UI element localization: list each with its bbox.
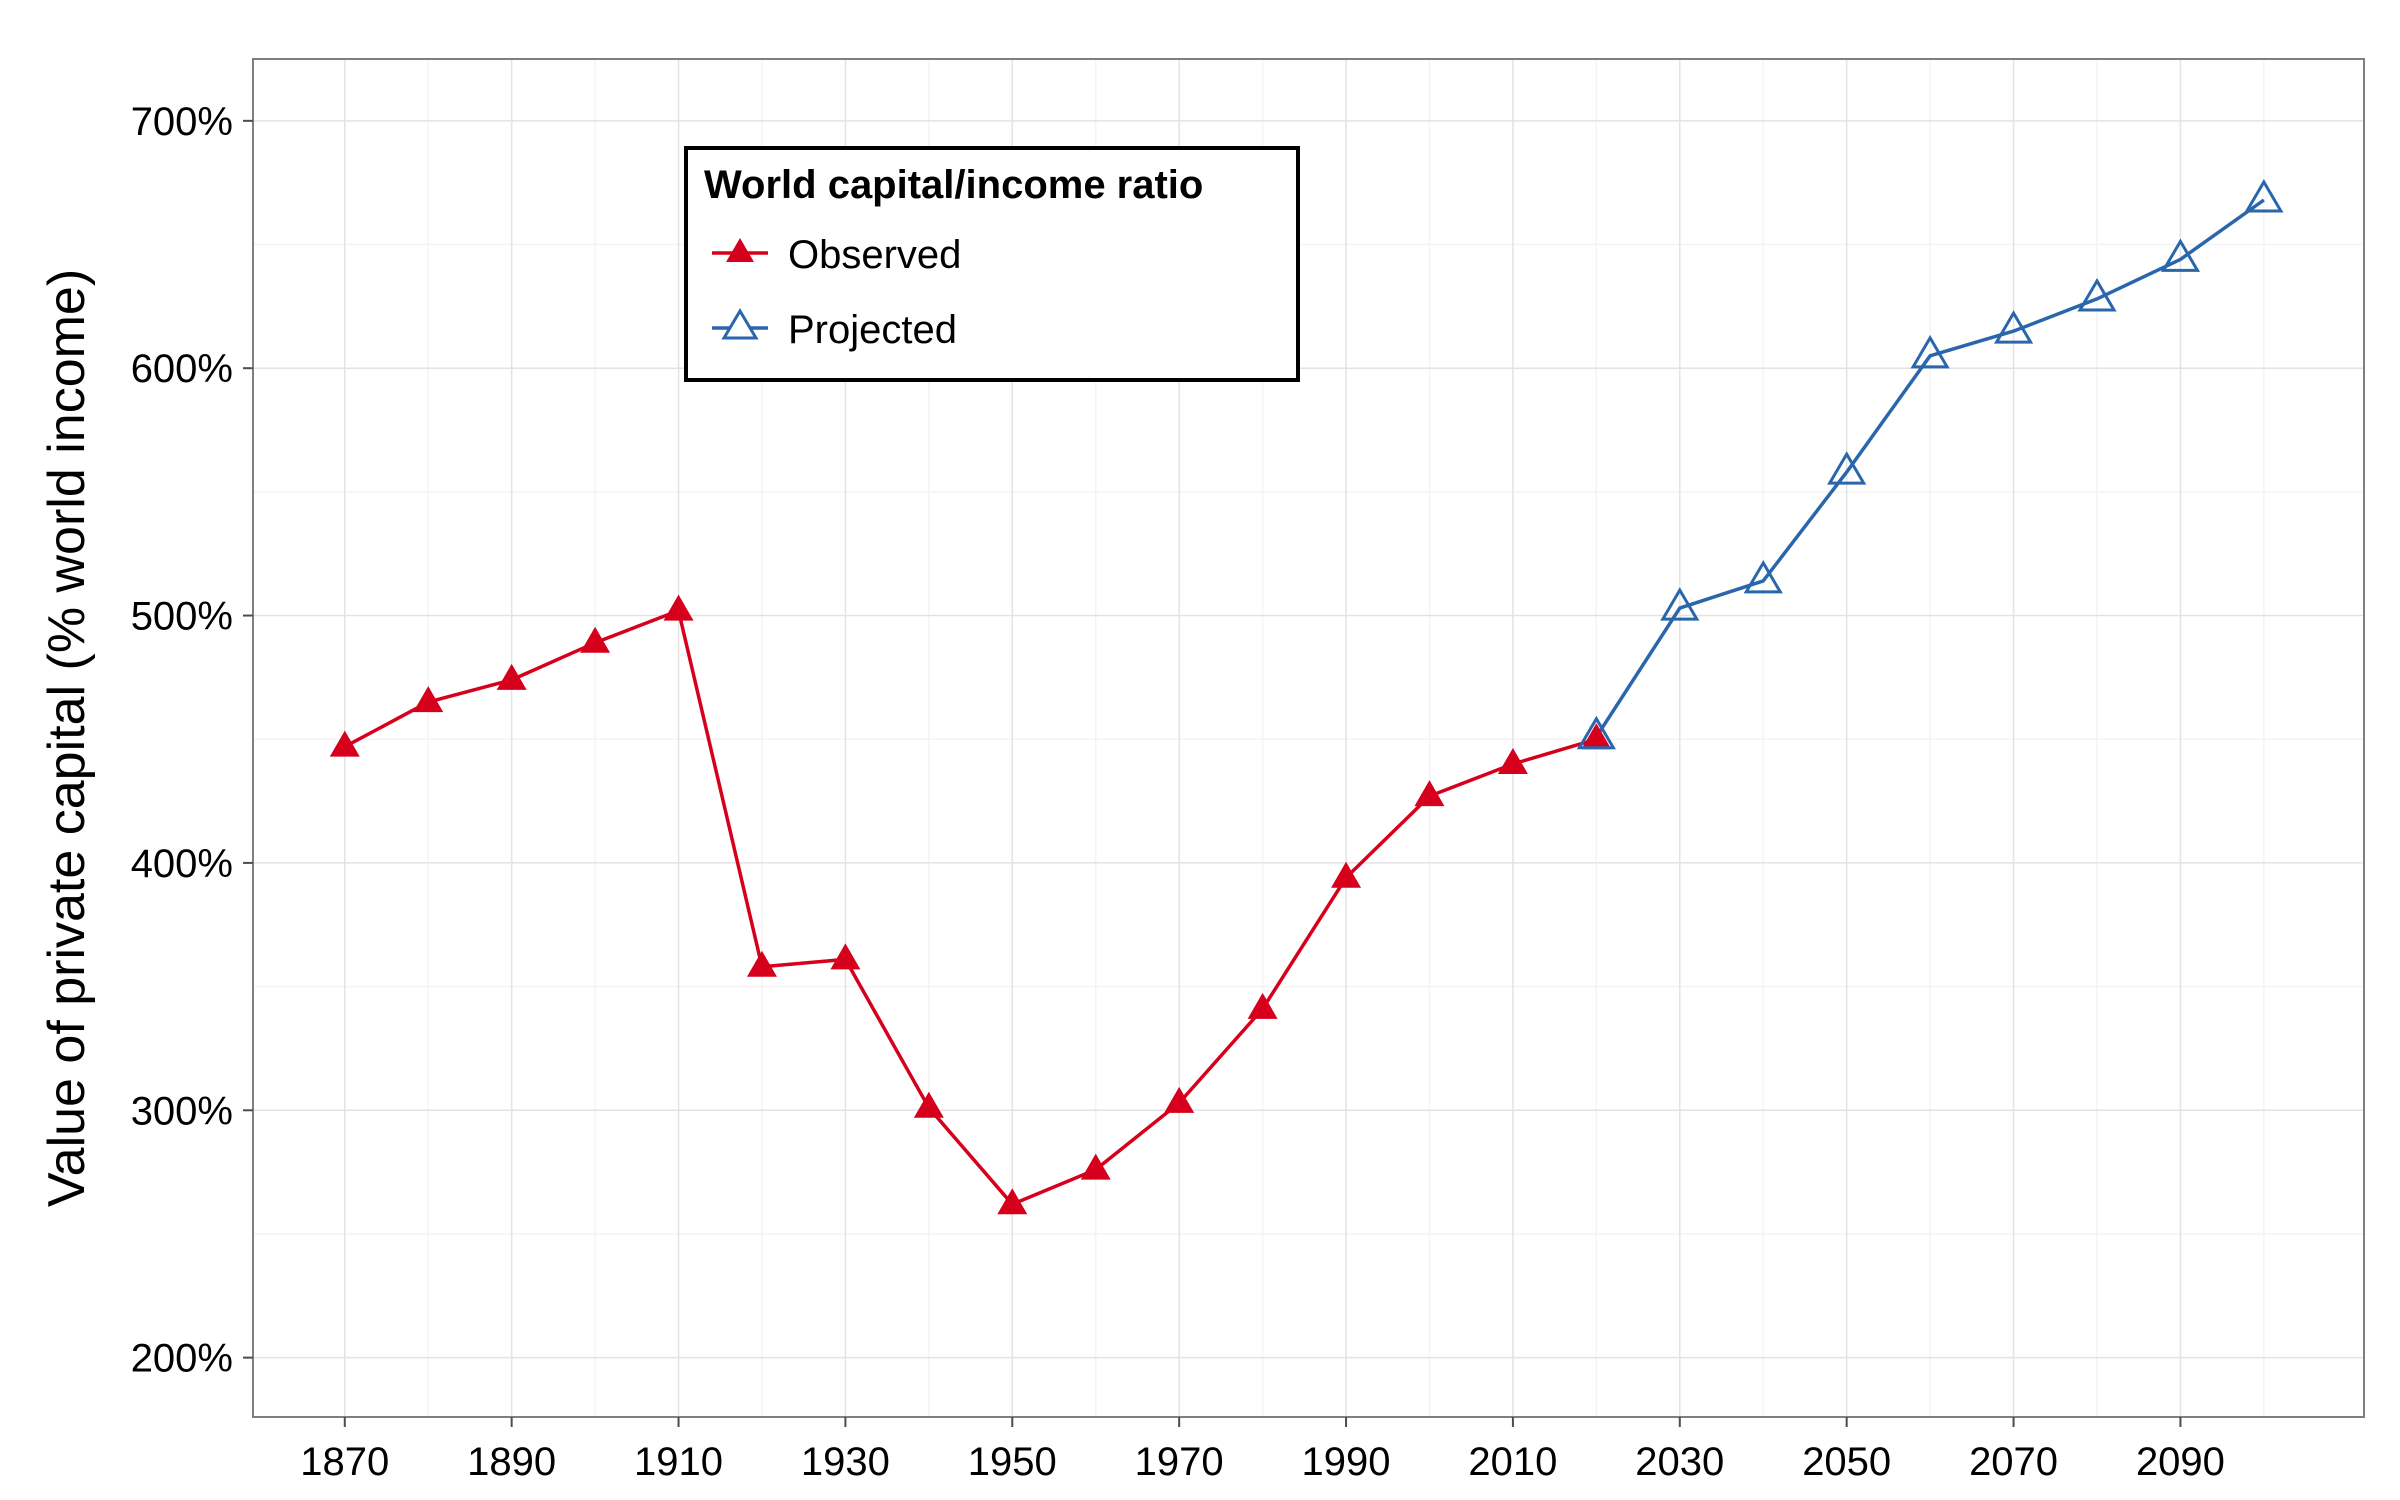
data-point-projected	[1660, 587, 1700, 621]
x-tick-label: 2050	[1802, 1440, 1891, 1484]
y-tick-label: 300%	[131, 1089, 233, 1133]
data-point-projected	[1743, 559, 1783, 594]
data-point-observed	[1497, 747, 1528, 774]
y-tick-label: 400%	[131, 842, 233, 886]
x-tick-label: 1890	[467, 1440, 556, 1484]
data-point-observed	[329, 730, 360, 757]
series-group	[329, 179, 2284, 1215]
x-tick-label: 1910	[634, 1440, 723, 1484]
data-point-projected	[1993, 310, 2034, 344]
data-point-observed	[746, 950, 777, 977]
legend-box	[684, 146, 1300, 382]
data-point-observed	[997, 1188, 1028, 1215]
x-tick-label: 1970	[1135, 1440, 1224, 1484]
legend-item-projected: Projected	[712, 308, 957, 352]
data-point-projected	[2160, 238, 2201, 272]
x-tick-label: 2010	[1468, 1440, 1557, 1484]
x-tick-label: 1930	[801, 1440, 890, 1484]
series-line-projected	[1594, 198, 2265, 738]
legend: World capital/income ratio Observed Proj…	[684, 146, 1300, 382]
plot-border	[252, 58, 2365, 1418]
axes: 1870 1890 1910 1930 1950 1970 1990 2010 2030 2050…	[131, 100, 2225, 1484]
legend-item-observed: Observed	[712, 233, 961, 277]
x-tick-label: 2070	[1969, 1440, 2058, 1484]
data-point-observed	[496, 663, 527, 690]
data-point-observed	[913, 1091, 944, 1118]
data-point-observed	[1164, 1086, 1195, 1113]
legend-observed-label: Observed	[788, 233, 961, 277]
series-line-observed	[343, 608, 1597, 1207]
data-point-observed	[580, 626, 611, 653]
x-tick-label: 1950	[968, 1440, 1057, 1484]
data-point-projected	[1910, 334, 1950, 369]
data-point-observed	[830, 943, 861, 970]
data-point-observed	[1247, 992, 1278, 1019]
legend-observed-marker	[726, 238, 754, 262]
legend-projected-label: Projected	[788, 308, 957, 352]
legend-title: World capital/income ratio	[704, 163, 1203, 207]
y-tick-label: 200%	[131, 1337, 233, 1381]
y-tick-label: 500%	[131, 595, 233, 639]
x-tick-label: 1870	[300, 1440, 389, 1484]
data-point-projected	[1576, 715, 1616, 750]
x-tick-label: 1990	[1302, 1440, 1391, 1484]
y-axis-title: Value of private capital (% world income…	[38, 269, 96, 1207]
data-point-observed	[1581, 723, 1612, 750]
data-point-projected	[1827, 451, 1867, 485]
data-point-observed	[1080, 1153, 1111, 1180]
data-point-projected	[2077, 277, 2117, 312]
y-tick-label: 600%	[131, 347, 233, 391]
y-tick-label: 700%	[131, 100, 233, 144]
data-point-projected	[2244, 179, 2284, 213]
data-point-observed	[1414, 780, 1445, 807]
x-tick-label: 2030	[1635, 1440, 1724, 1484]
x-tick-label: 2090	[2136, 1440, 2225, 1484]
data-point-observed	[413, 686, 444, 713]
data-point-observed	[1331, 861, 1362, 888]
data-point-observed	[663, 594, 694, 621]
legend-projected-marker	[721, 308, 759, 340]
